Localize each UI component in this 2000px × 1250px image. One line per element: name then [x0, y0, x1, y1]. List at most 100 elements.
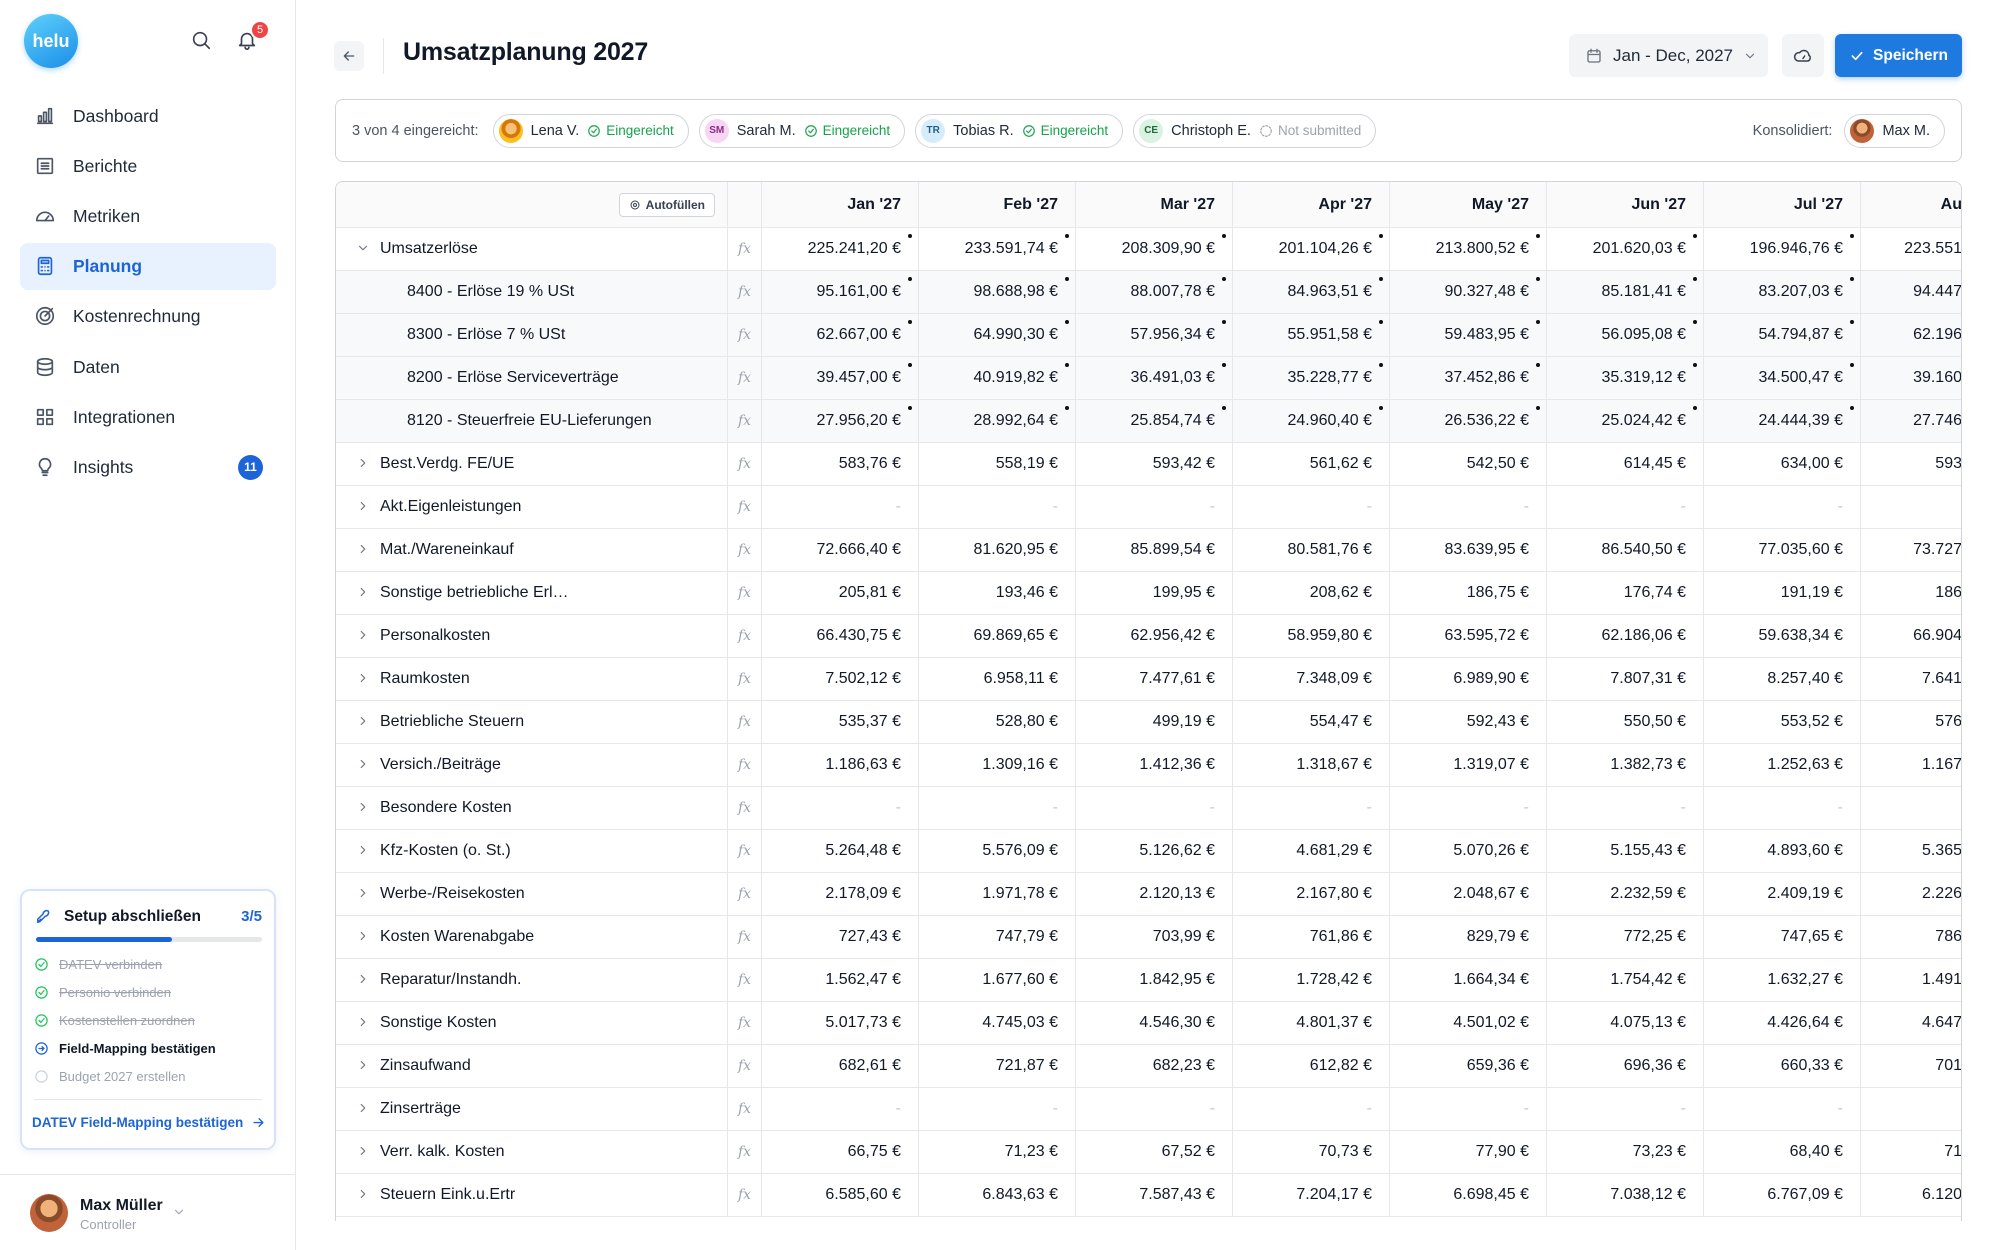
formula-cell[interactable]: fx [728, 1131, 762, 1173]
value-cell[interactable]: 196.946,76 € [1704, 228, 1861, 270]
value-cell[interactable]: 583,76 € [762, 443, 919, 485]
value-cell[interactable]: 24.444,39 € [1704, 400, 1861, 442]
value-cell[interactable]: 67,52 € [1076, 1131, 1233, 1173]
expand-toggle[interactable] [356, 929, 370, 943]
value-cell[interactable]: 85.181,41 € [1547, 271, 1704, 313]
formula-cell[interactable]: fx [728, 400, 762, 442]
value-cell[interactable]: 6.698,45 € [1390, 1174, 1547, 1216]
value-cell[interactable]: 786 [1861, 916, 1961, 958]
value-cell[interactable]: - [1547, 1088, 1704, 1130]
notifications-button[interactable]: 5 [236, 20, 270, 56]
value-cell[interactable]: 1.677,60 € [919, 959, 1076, 1001]
value-cell[interactable]: 1.971,78 € [919, 873, 1076, 915]
value-cell[interactable]: 8.257,40 € [1704, 658, 1861, 700]
date-range-picker[interactable]: Jan - Dec, 2027 [1569, 34, 1768, 77]
value-cell[interactable] [1861, 486, 1961, 528]
value-cell[interactable]: 84.963,51 € [1233, 271, 1390, 313]
value-cell[interactable]: 1.252,63 € [1704, 744, 1861, 786]
value-cell[interactable]: 4.647 [1861, 1002, 1961, 1044]
value-cell[interactable]: 59.638,34 € [1704, 615, 1861, 657]
formula-cell[interactable]: fx [728, 1002, 762, 1044]
value-cell[interactable]: 28.992,64 € [919, 400, 1076, 442]
value-cell[interactable]: 35.319,12 € [1547, 357, 1704, 399]
value-cell[interactable]: 66,75 € [762, 1131, 919, 1173]
value-cell[interactable]: 5.126,62 € [1076, 830, 1233, 872]
value-cell[interactable]: 86.540,50 € [1547, 529, 1704, 571]
formula-cell[interactable]: fx [728, 787, 762, 829]
value-cell[interactable]: 59.483,95 € [1390, 314, 1547, 356]
expand-toggle[interactable] [356, 972, 370, 986]
save-button[interactable]: Speichern [1835, 34, 1962, 77]
expand-toggle[interactable] [356, 1015, 370, 1029]
value-cell[interactable]: - [1076, 787, 1233, 829]
value-cell[interactable]: 593,42 € [1076, 443, 1233, 485]
value-cell[interactable]: - [762, 787, 919, 829]
value-cell[interactable]: 558,19 € [919, 443, 1076, 485]
value-cell[interactable]: 62.186,06 € [1547, 615, 1704, 657]
value-cell[interactable]: 83.639,95 € [1390, 529, 1547, 571]
user-menu[interactable]: Max Müller Controller [0, 1174, 295, 1250]
expand-toggle[interactable] [356, 1101, 370, 1115]
formula-cell[interactable]: fx [728, 959, 762, 1001]
expand-toggle[interactable] [356, 886, 370, 900]
value-cell[interactable]: 68,40 € [1704, 1131, 1861, 1173]
value-cell[interactable]: 1.842,95 € [1076, 959, 1233, 1001]
formula-cell[interactable]: fx [728, 873, 762, 915]
value-cell[interactable]: 71,23 € [919, 1131, 1076, 1173]
value-cell[interactable]: 72.666,40 € [762, 529, 919, 571]
value-cell[interactable]: 58.959,80 € [1233, 615, 1390, 657]
value-cell[interactable]: 1.186,63 € [762, 744, 919, 786]
formula-cell[interactable]: fx [728, 1174, 762, 1216]
value-cell[interactable]: 7.587,43 € [1076, 1174, 1233, 1216]
value-cell[interactable]: 35.228,77 € [1233, 357, 1390, 399]
value-cell[interactable]: 26.536,22 € [1390, 400, 1547, 442]
value-cell[interactable]: 83.207,03 € [1704, 271, 1861, 313]
value-cell[interactable]: - [1233, 1088, 1390, 1130]
value-cell[interactable]: 6.120 [1861, 1174, 1961, 1216]
value-cell[interactable]: 2.178,09 € [762, 873, 919, 915]
value-cell[interactable]: 1.318,67 € [1233, 744, 1390, 786]
value-cell[interactable]: 66.430,75 € [762, 615, 919, 657]
formula-cell[interactable]: fx [728, 1088, 762, 1130]
value-cell[interactable]: 761,86 € [1233, 916, 1390, 958]
expand-toggle[interactable] [356, 628, 370, 642]
value-cell[interactable]: 199,95 € [1076, 572, 1233, 614]
nav-item[interactable]: Kostenrechnung [20, 293, 276, 340]
value-cell[interactable]: 34.500,47 € [1704, 357, 1861, 399]
value-cell[interactable]: 747,79 € [919, 916, 1076, 958]
value-cell[interactable]: 7.038,12 € [1547, 1174, 1704, 1216]
value-cell[interactable]: 5.264,48 € [762, 830, 919, 872]
value-cell[interactable]: 4.546,30 € [1076, 1002, 1233, 1044]
value-cell[interactable]: 682,23 € [1076, 1045, 1233, 1087]
value-cell[interactable]: 88.007,78 € [1076, 271, 1233, 313]
value-cell[interactable]: 829,79 € [1390, 916, 1547, 958]
value-cell[interactable]: 4.501,02 € [1390, 1002, 1547, 1044]
row-label-cell[interactable]: Mat./Wareneinkauf [336, 529, 728, 571]
value-cell[interactable]: 1.754,42 € [1547, 959, 1704, 1001]
value-cell[interactable]: 85.899,54 € [1076, 529, 1233, 571]
value-cell[interactable]: - [1233, 486, 1390, 528]
sync-button[interactable] [1782, 34, 1824, 77]
value-cell[interactable] [1861, 1088, 1961, 1130]
value-cell[interactable]: 7.502,12 € [762, 658, 919, 700]
value-cell[interactable]: 592,43 € [1390, 701, 1547, 743]
value-cell[interactable]: 37.452,86 € [1390, 357, 1547, 399]
row-label-cell[interactable]: Sonstige Kosten [336, 1002, 728, 1044]
value-cell[interactable]: 2.232,59 € [1547, 873, 1704, 915]
value-cell[interactable]: 6.958,11 € [919, 658, 1076, 700]
value-cell[interactable]: 701 [1861, 1045, 1961, 1087]
expand-toggle[interactable] [356, 456, 370, 470]
value-cell[interactable]: 614,45 € [1547, 443, 1704, 485]
value-cell[interactable]: 90.327,48 € [1390, 271, 1547, 313]
value-cell[interactable]: 57.956,34 € [1076, 314, 1233, 356]
value-cell[interactable]: 535,37 € [762, 701, 919, 743]
value-cell[interactable]: 40.919,82 € [919, 357, 1076, 399]
value-cell[interactable]: 696,36 € [1547, 1045, 1704, 1087]
value-cell[interactable]: - [1076, 486, 1233, 528]
row-label-cell[interactable]: Besondere Kosten [336, 787, 728, 829]
row-label-cell[interactable]: Akt.Eigenleistungen [336, 486, 728, 528]
value-cell[interactable]: 528,80 € [919, 701, 1076, 743]
value-cell[interactable]: 561,62 € [1233, 443, 1390, 485]
value-cell[interactable]: - [1390, 1088, 1547, 1130]
row-label-cell[interactable]: Zinserträge [336, 1088, 728, 1130]
